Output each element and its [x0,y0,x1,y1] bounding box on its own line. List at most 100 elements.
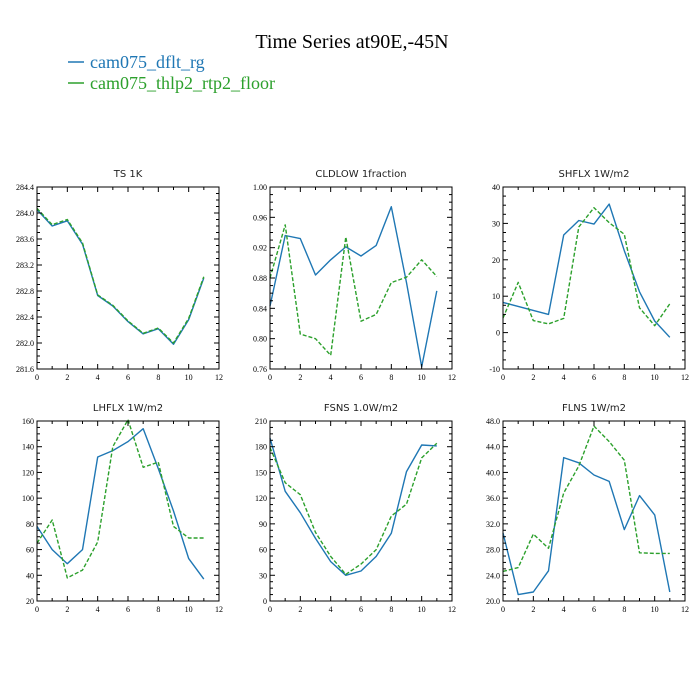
series-line-2 [502,425,670,573]
x-tick-label: 8 [622,373,626,382]
y-tick-label: 36.0 [486,494,500,503]
y-tick-label: 20.0 [486,597,500,606]
x-tick-label: 4 [562,373,566,382]
panel-title: LHFLX 1W/m2 [93,403,163,414]
x-tick-label: 10 [651,605,659,614]
y-tick-label: 90 [259,520,267,529]
y-tick-label: 283.2 [16,261,34,270]
panels: TS 1K 0 2 4 6 8 10 12 281.6 282.0 282.4 282.8 283.2 2… [16,169,689,614]
series-line-2 [36,207,205,344]
y-tick-label: 48.0 [486,417,500,426]
y-tick-label: 32.0 [486,520,500,529]
series-line-1 [269,205,438,368]
panel-title: FSNS 1.0W/m2 [324,403,398,414]
chart-panel-4: LHFLX 1W/m2 0 2 4 6 8 10 12 20 40 60 80 100 120 140 160 [22,403,223,614]
y-tick-label: 0.96 [253,213,267,222]
y-tick-label: 210 [255,417,267,426]
chart-panel-1: TS 1K 0 2 4 6 8 10 12 281.6 282.0 282.4 282.8 283.2 2… [16,169,223,382]
y-tick-label: 283.6 [16,235,34,244]
x-tick-label: 10 [185,373,193,382]
series-line-2 [36,419,204,579]
x-tick-label: 10 [185,605,193,614]
x-tick-label: 10 [418,605,426,614]
figure-legend: cam075_dflt_rg cam075_thlp2_rtp2_floor [68,52,275,93]
x-tick-label: 0 [35,605,39,614]
x-tick-label: 2 [298,605,302,614]
y-tick-label: 282.8 [16,287,34,296]
y-tick-label: 0 [496,329,500,338]
x-tick-label: 12 [215,373,223,382]
x-tick-label: 8 [389,605,393,614]
y-tick-label: 0.88 [253,274,267,283]
series-line-1 [502,203,671,338]
legend-label-1: cam075_dflt_rg [90,52,205,72]
y-tick-label: 140 [22,443,34,452]
y-tick-label: 0.76 [253,365,267,374]
legend-label-2: cam075_thlp2_rtp2_floor [90,73,275,93]
x-tick-label: 6 [592,373,596,382]
figure-title: Time Series at90E,-45N [255,31,448,53]
x-tick-label: 6 [126,373,130,382]
series-line-1 [36,428,205,580]
x-tick-label: 2 [65,373,69,382]
y-tick-label: 40 [492,183,500,192]
x-tick-label: 6 [359,605,363,614]
y-tick-label: 1.00 [253,183,267,192]
panel-title: TS 1K [113,169,143,180]
y-tick-label: 0.84 [253,304,267,313]
series-line-2 [269,224,438,356]
series-line-1 [269,437,437,576]
x-tick-label: 4 [329,373,333,382]
y-tick-label: 44.0 [486,443,500,452]
y-tick-label: 180 [255,443,267,452]
y-tick-label: 120 [255,494,267,503]
y-tick-label: 0.80 [253,335,267,344]
y-tick-label: -10 [489,365,500,374]
x-tick-label: 12 [448,605,456,614]
x-tick-label: 6 [592,605,596,614]
x-tick-label: 0 [501,373,505,382]
panel-title: FLNS 1W/m2 [562,403,626,414]
y-tick-label: 60 [259,546,267,555]
y-tick-label: 281.6 [16,365,34,374]
y-tick-label: 30 [492,219,500,228]
y-tick-label: 100 [22,494,34,503]
x-tick-label: 4 [96,373,100,382]
y-tick-label: 150 [255,468,267,477]
x-tick-label: 2 [531,373,535,382]
y-tick-label: 10 [492,292,500,301]
y-tick-label: 0 [263,597,267,606]
y-tick-label: 40.0 [486,468,500,477]
y-tick-label: 160 [22,417,34,426]
series-line-2 [502,206,671,327]
y-tick-label: 120 [22,468,34,477]
y-tick-label: 80 [26,520,34,529]
x-tick-label: 0 [268,605,272,614]
y-tick-label: 20 [26,597,34,606]
x-tick-label: 8 [156,605,160,614]
x-tick-label: 8 [389,373,393,382]
y-tick-label: 284.0 [16,209,34,218]
x-tick-label: 12 [681,605,689,614]
y-tick-label: 282.4 [16,313,34,322]
x-tick-label: 4 [329,605,333,614]
x-tick-label: 8 [156,373,160,382]
panel-title: CLDLOW 1fraction [315,169,406,180]
y-tick-label: 20 [492,256,500,265]
x-tick-label: 10 [651,373,659,382]
y-tick-label: 282.0 [16,339,34,348]
x-tick-label: 10 [418,373,426,382]
x-tick-label: 2 [531,605,535,614]
x-tick-label: 6 [359,373,363,382]
y-tick-label: 40 [26,571,34,580]
panel-title: SHFLX 1W/m2 [559,169,630,180]
x-tick-label: 8 [622,605,626,614]
chart-panel-6: FLNS 1W/m2 0 2 4 6 8 10 12 20.0 24.0 28.0 32.0 36.0 4… [486,403,689,614]
x-tick-label: 4 [562,605,566,614]
x-tick-label: 2 [65,605,69,614]
x-tick-label: 0 [268,373,272,382]
y-tick-label: 0.92 [253,244,267,253]
